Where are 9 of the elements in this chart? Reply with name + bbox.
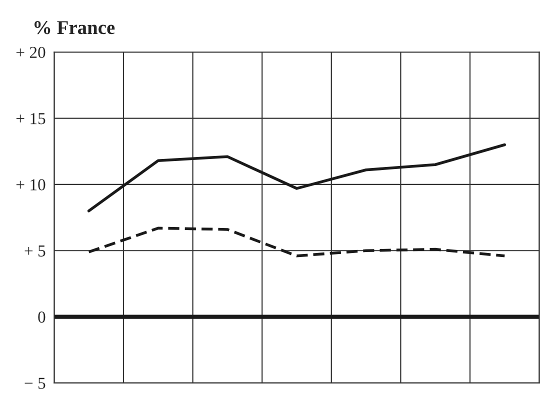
- y-tick-label: + 20: [16, 46, 46, 58]
- y-tick-label: + 5: [24, 245, 46, 257]
- line-series: [87, 143, 506, 212]
- y-tick-label: + 15: [16, 113, 46, 124]
- line-series: [87, 226, 506, 258]
- y-tick-label: 0: [38, 311, 46, 323]
- y-tick-label: + 10: [16, 179, 46, 190]
- y-tick-label: − 5: [24, 378, 46, 389]
- y-axis-title: % France: [34, 21, 115, 34]
